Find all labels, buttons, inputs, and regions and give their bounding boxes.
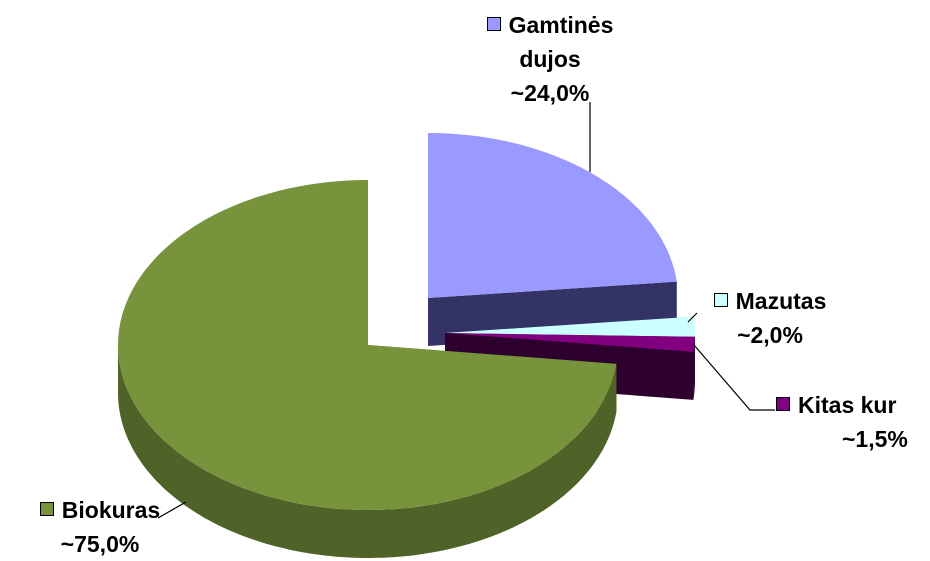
data-label: Mazutas ~2,0%	[690, 284, 850, 352]
data-label: Biokuras ~75,0%	[10, 493, 190, 561]
category-label: Kitas kur	[798, 392, 896, 418]
data-label: Gamtinės dujos ~24,0%	[480, 8, 620, 110]
value-label: ~2,0%	[690, 318, 850, 352]
value-label: ~1,5%	[776, 422, 930, 456]
slice	[428, 133, 677, 298]
category-label: Mazutas	[736, 288, 827, 314]
legend-marker	[40, 502, 54, 516]
value-label: ~75,0%	[10, 527, 190, 561]
value-label: ~24,0%	[480, 76, 620, 110]
leader-line	[694, 345, 775, 410]
category-label: Biokuras	[62, 497, 160, 523]
legend-marker	[714, 293, 728, 307]
legend-marker	[776, 397, 790, 411]
category-label: Gamtinės dujos	[509, 12, 614, 72]
legend-marker	[487, 17, 501, 31]
data-label: Kitas kur ~1,5%	[776, 388, 930, 456]
